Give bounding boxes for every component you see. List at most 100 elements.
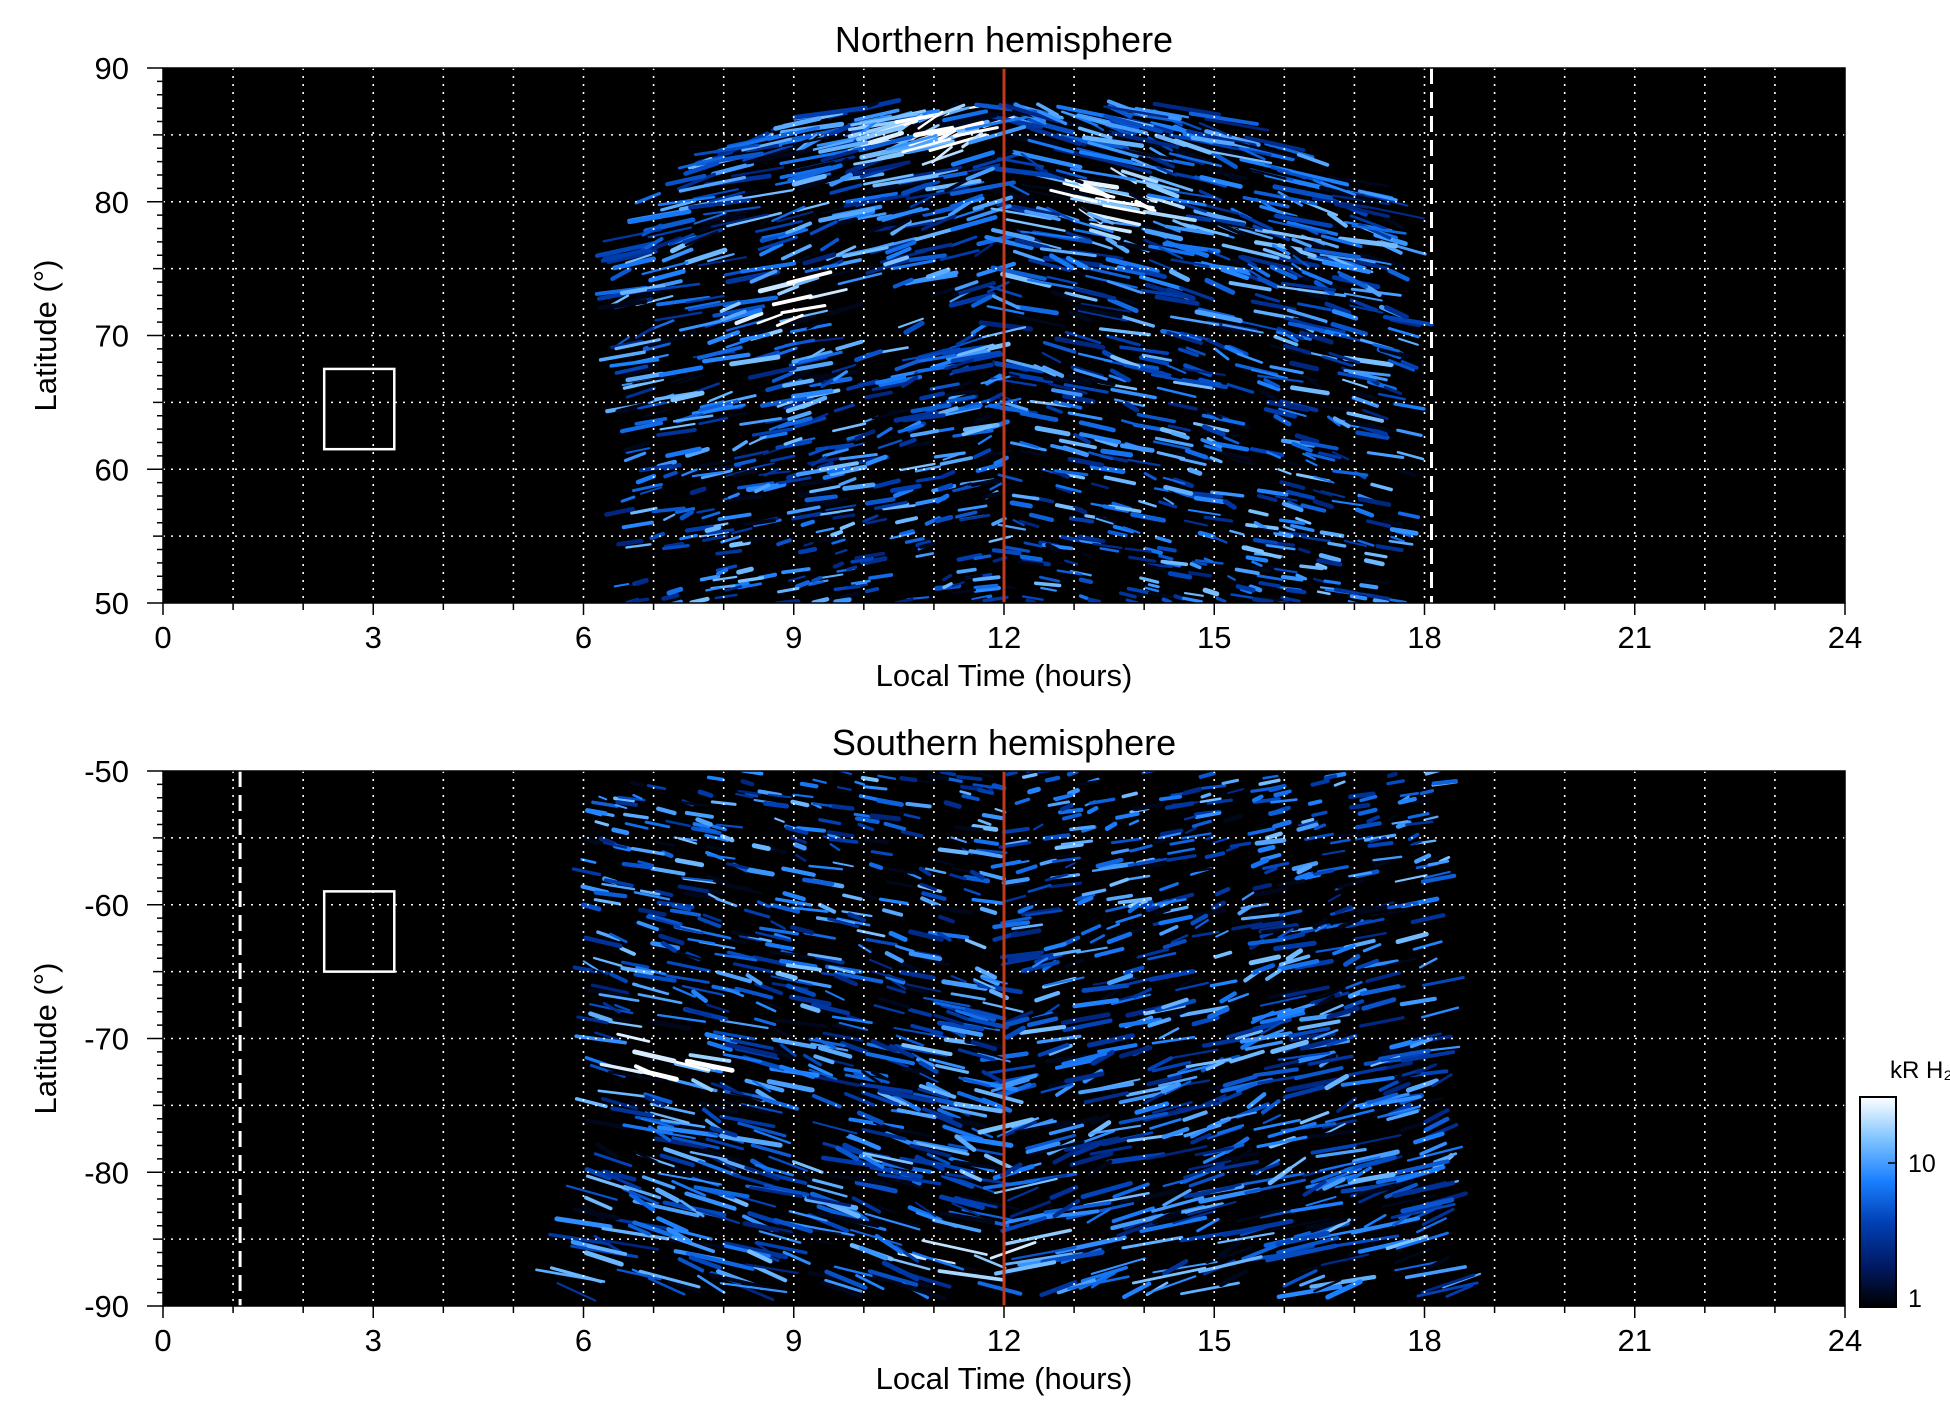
emission-streak [981, 1069, 1004, 1084]
emission-streak [1176, 148, 1213, 165]
emission-streak [1027, 278, 1083, 291]
emission-streak [1022, 772, 1038, 779]
emission-streak [650, 866, 686, 876]
emission-streak [777, 586, 800, 594]
emission-streak [1064, 330, 1102, 345]
emission-streak [1005, 771, 1019, 777]
emission-streak [1273, 334, 1299, 347]
emission-streak [660, 940, 677, 953]
emission-streak [678, 175, 746, 193]
emission-streak [1213, 950, 1233, 959]
emission-streak [1049, 1185, 1079, 1200]
emission-streak [1305, 1195, 1337, 1207]
emission-streak [1147, 1017, 1172, 1028]
emission-streak [742, 535, 764, 543]
emission-streak [601, 1238, 659, 1251]
x-tick-label: 3 [365, 620, 382, 655]
emission-streak [1097, 1043, 1138, 1054]
emission-streak [877, 996, 912, 1010]
emission-streak [1029, 126, 1082, 146]
emission-streak [1058, 438, 1097, 450]
emission-streak [909, 195, 933, 208]
emission-streak [1414, 853, 1432, 864]
emission-streak [959, 513, 991, 522]
emission-streak [1252, 537, 1278, 546]
emission-streak [706, 412, 748, 421]
emission-streak [990, 227, 1035, 241]
emission-streak [1252, 882, 1273, 891]
emission-streak [851, 1196, 882, 1214]
emission-streak [1267, 1166, 1293, 1186]
emission-streak [1236, 352, 1264, 364]
emission-streak [681, 801, 709, 808]
emission-streak [1037, 1042, 1070, 1057]
emission-streak [1320, 1253, 1370, 1266]
emission-streak [583, 1250, 624, 1267]
emission-streak [679, 534, 698, 541]
emission-streak [1183, 592, 1204, 597]
emission-streak [1282, 1084, 1326, 1100]
emission-streak [1206, 798, 1233, 805]
emission-streak [1147, 583, 1160, 589]
emission-streak [1055, 1082, 1075, 1097]
emission-streak [845, 191, 898, 204]
emission-streak [700, 469, 733, 480]
emission-streak [873, 478, 901, 489]
emission-streak [1324, 1073, 1350, 1091]
emission-streak [1367, 841, 1394, 848]
emission-streak [1216, 1124, 1245, 1135]
emission-streak [698, 459, 732, 469]
emission-streak [1336, 1096, 1358, 1113]
emission-streak [1125, 874, 1151, 881]
emission-streak [1312, 238, 1339, 249]
emission-streak [1004, 1120, 1038, 1137]
emission-streak [787, 163, 843, 183]
emission-streak [776, 400, 794, 408]
emission-streak [1218, 1091, 1243, 1103]
emission-streak [1273, 567, 1298, 574]
emission-streak [873, 500, 908, 510]
emission-streak [853, 108, 900, 122]
emission-streak [982, 1178, 1041, 1190]
emission-streak [1344, 420, 1388, 431]
emission-streak [827, 832, 841, 841]
emission-streak [1043, 941, 1067, 952]
emission-streak [1229, 841, 1252, 848]
emission-streak [1285, 948, 1303, 962]
emission-streak [1381, 1194, 1437, 1209]
emission-streak [584, 808, 608, 816]
emission-streak [1319, 1156, 1381, 1172]
emission-streak [994, 166, 1065, 180]
emission-streak [1158, 1075, 1198, 1087]
emission-streak [702, 206, 761, 216]
emission-streak [1361, 997, 1397, 1011]
emission-streak [1198, 121, 1232, 137]
emission-streak [1248, 269, 1269, 283]
emission-streak [1299, 1110, 1330, 1125]
emission-streak [883, 255, 910, 267]
emission-streak [1011, 1246, 1077, 1261]
emission-streak [1179, 331, 1209, 341]
emission-streak [1143, 546, 1163, 555]
emission-streak [828, 1173, 882, 1186]
emission-streak [1167, 571, 1193, 580]
emission-streak [1271, 243, 1291, 256]
reference-box-south [322, 890, 396, 973]
emission-streak [632, 982, 670, 996]
emission-streak [747, 365, 797, 380]
emission-streak [1259, 1011, 1306, 1025]
emission-streak [888, 1043, 915, 1059]
emission-streak [625, 447, 651, 454]
emission-streak [629, 780, 645, 788]
emission-streak [724, 585, 743, 592]
emission-streak [786, 270, 833, 285]
emission-streak [585, 988, 632, 998]
emission-streak [1065, 1201, 1135, 1220]
emission-streak [1256, 374, 1304, 383]
emission-streak [1080, 924, 1102, 936]
emission-streak [865, 587, 880, 594]
emission-streak [648, 269, 686, 283]
emission-streak [1175, 452, 1207, 463]
